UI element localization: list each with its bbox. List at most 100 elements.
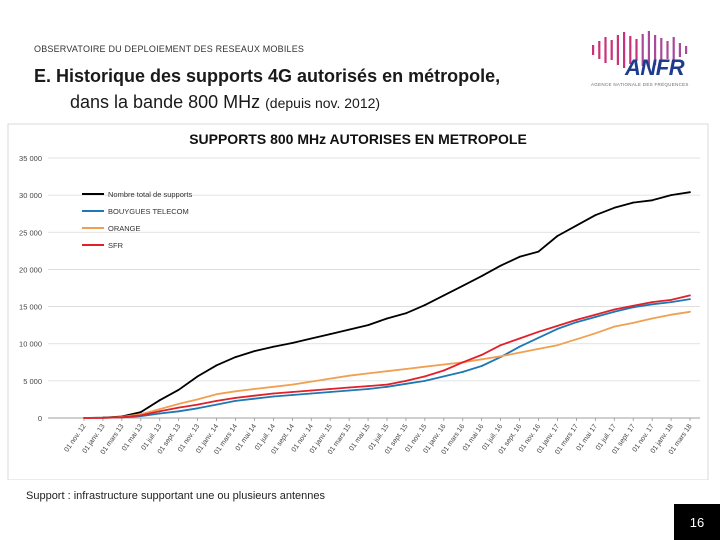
data-point	[215, 364, 218, 367]
y-tick-label: 20 000	[19, 265, 42, 274]
y-tick-label: 5 000	[23, 377, 42, 386]
data-point	[291, 391, 294, 393]
data-point	[405, 368, 407, 370]
data-point	[139, 411, 142, 413]
data-point	[575, 321, 578, 324]
data-point	[329, 388, 332, 390]
page-number: 16	[674, 504, 720, 540]
data-point	[423, 375, 426, 378]
chart-container: SUPPORTS 800 MHz AUTORISES EN METROPOLE 0…	[0, 120, 720, 481]
data-point	[461, 371, 464, 373]
data-point	[405, 379, 407, 382]
logo-bar	[685, 46, 688, 54]
legend-label: Nombre total de supports	[108, 190, 192, 199]
data-point	[158, 412, 161, 415]
data-point	[196, 407, 199, 410]
page-title-line-2: dans la bande 800 MHz (depuis nov. 2012)	[70, 92, 380, 113]
data-point	[575, 338, 578, 341]
data-point	[158, 399, 161, 402]
page-title-bold-2: dans la bande 800 MHz	[70, 92, 261, 112]
data-point	[386, 317, 388, 320]
data-point	[632, 322, 635, 324]
logo-bar	[647, 31, 650, 69]
data-point	[689, 310, 691, 313]
data-point	[215, 400, 218, 402]
line-chart: SUPPORTS 800 MHz AUTORISES EN METROPOLE 0…	[7, 123, 709, 481]
logo-bar	[616, 35, 619, 65]
data-point	[310, 380, 313, 383]
logo-bar	[666, 41, 669, 59]
data-point	[291, 383, 294, 386]
data-point	[329, 391, 332, 393]
data-point	[537, 330, 540, 333]
data-point	[461, 284, 464, 287]
data-point	[480, 275, 483, 278]
data-point	[499, 344, 502, 347]
data-point	[215, 403, 218, 406]
data-point	[177, 406, 180, 409]
data-point	[291, 342, 294, 344]
data-point	[253, 350, 256, 353]
y-tick-label: 10 000	[19, 340, 42, 349]
data-point	[348, 374, 351, 377]
data-point	[480, 358, 483, 361]
data-point	[272, 385, 275, 388]
logo-bar	[660, 38, 663, 62]
data-point	[196, 403, 199, 406]
data-point	[594, 214, 597, 217]
logo-bar	[623, 32, 626, 68]
page-title-suffix: (depuis nov. 2012)	[265, 95, 381, 111]
y-tick-label: 35 000	[19, 154, 42, 163]
legend-label: ORANGE	[108, 224, 141, 233]
chart-title: SUPPORTS 800 MHz AUTORISES EN METROPOLE	[189, 131, 527, 147]
data-point	[367, 324, 369, 327]
data-point	[215, 393, 218, 396]
data-point	[556, 235, 559, 237]
data-point	[499, 264, 502, 267]
data-point	[442, 375, 445, 378]
y-tick-label: 30 000	[19, 191, 42, 200]
data-point	[670, 313, 672, 316]
data-point	[613, 310, 616, 313]
logo-name: ANFR	[625, 55, 685, 80]
data-point	[594, 316, 597, 318]
data-point	[234, 356, 237, 358]
logo-bar	[672, 37, 675, 63]
data-point	[556, 344, 559, 347]
legend-label: SFR	[108, 241, 124, 250]
logo-bar	[635, 39, 638, 61]
data-point	[272, 392, 275, 395]
data-point	[158, 410, 161, 413]
data-point	[594, 313, 597, 316]
data-point	[158, 408, 161, 410]
data-point	[442, 369, 445, 372]
data-point	[177, 388, 180, 391]
data-point	[329, 333, 332, 335]
data-point	[291, 394, 294, 396]
data-point	[499, 355, 502, 358]
data-point	[575, 319, 578, 321]
logo-subtitle: AGENCE NATIONALE DES FRÉQUENCES	[591, 82, 689, 87]
data-point	[670, 194, 672, 197]
data-point	[556, 324, 559, 327]
logo-bar	[654, 35, 657, 65]
data-point	[386, 383, 388, 386]
data-point	[670, 298, 672, 301]
data-point	[367, 372, 369, 375]
data-point	[177, 410, 180, 413]
data-point	[518, 345, 521, 348]
data-point	[518, 337, 521, 340]
data-point	[405, 312, 407, 315]
page-title-bold-1: E. Historique des supports 4G autorisés …	[34, 66, 501, 86]
data-point	[651, 301, 654, 304]
data-point	[253, 388, 256, 390]
data-point	[234, 397, 237, 399]
logo-bar	[604, 37, 607, 63]
data-point	[537, 348, 540, 350]
logo-bar	[629, 36, 632, 64]
data-point	[272, 395, 275, 398]
data-point	[613, 325, 616, 328]
logo-bar	[592, 45, 595, 55]
logo-bar	[678, 43, 681, 57]
data-point	[348, 389, 351, 392]
